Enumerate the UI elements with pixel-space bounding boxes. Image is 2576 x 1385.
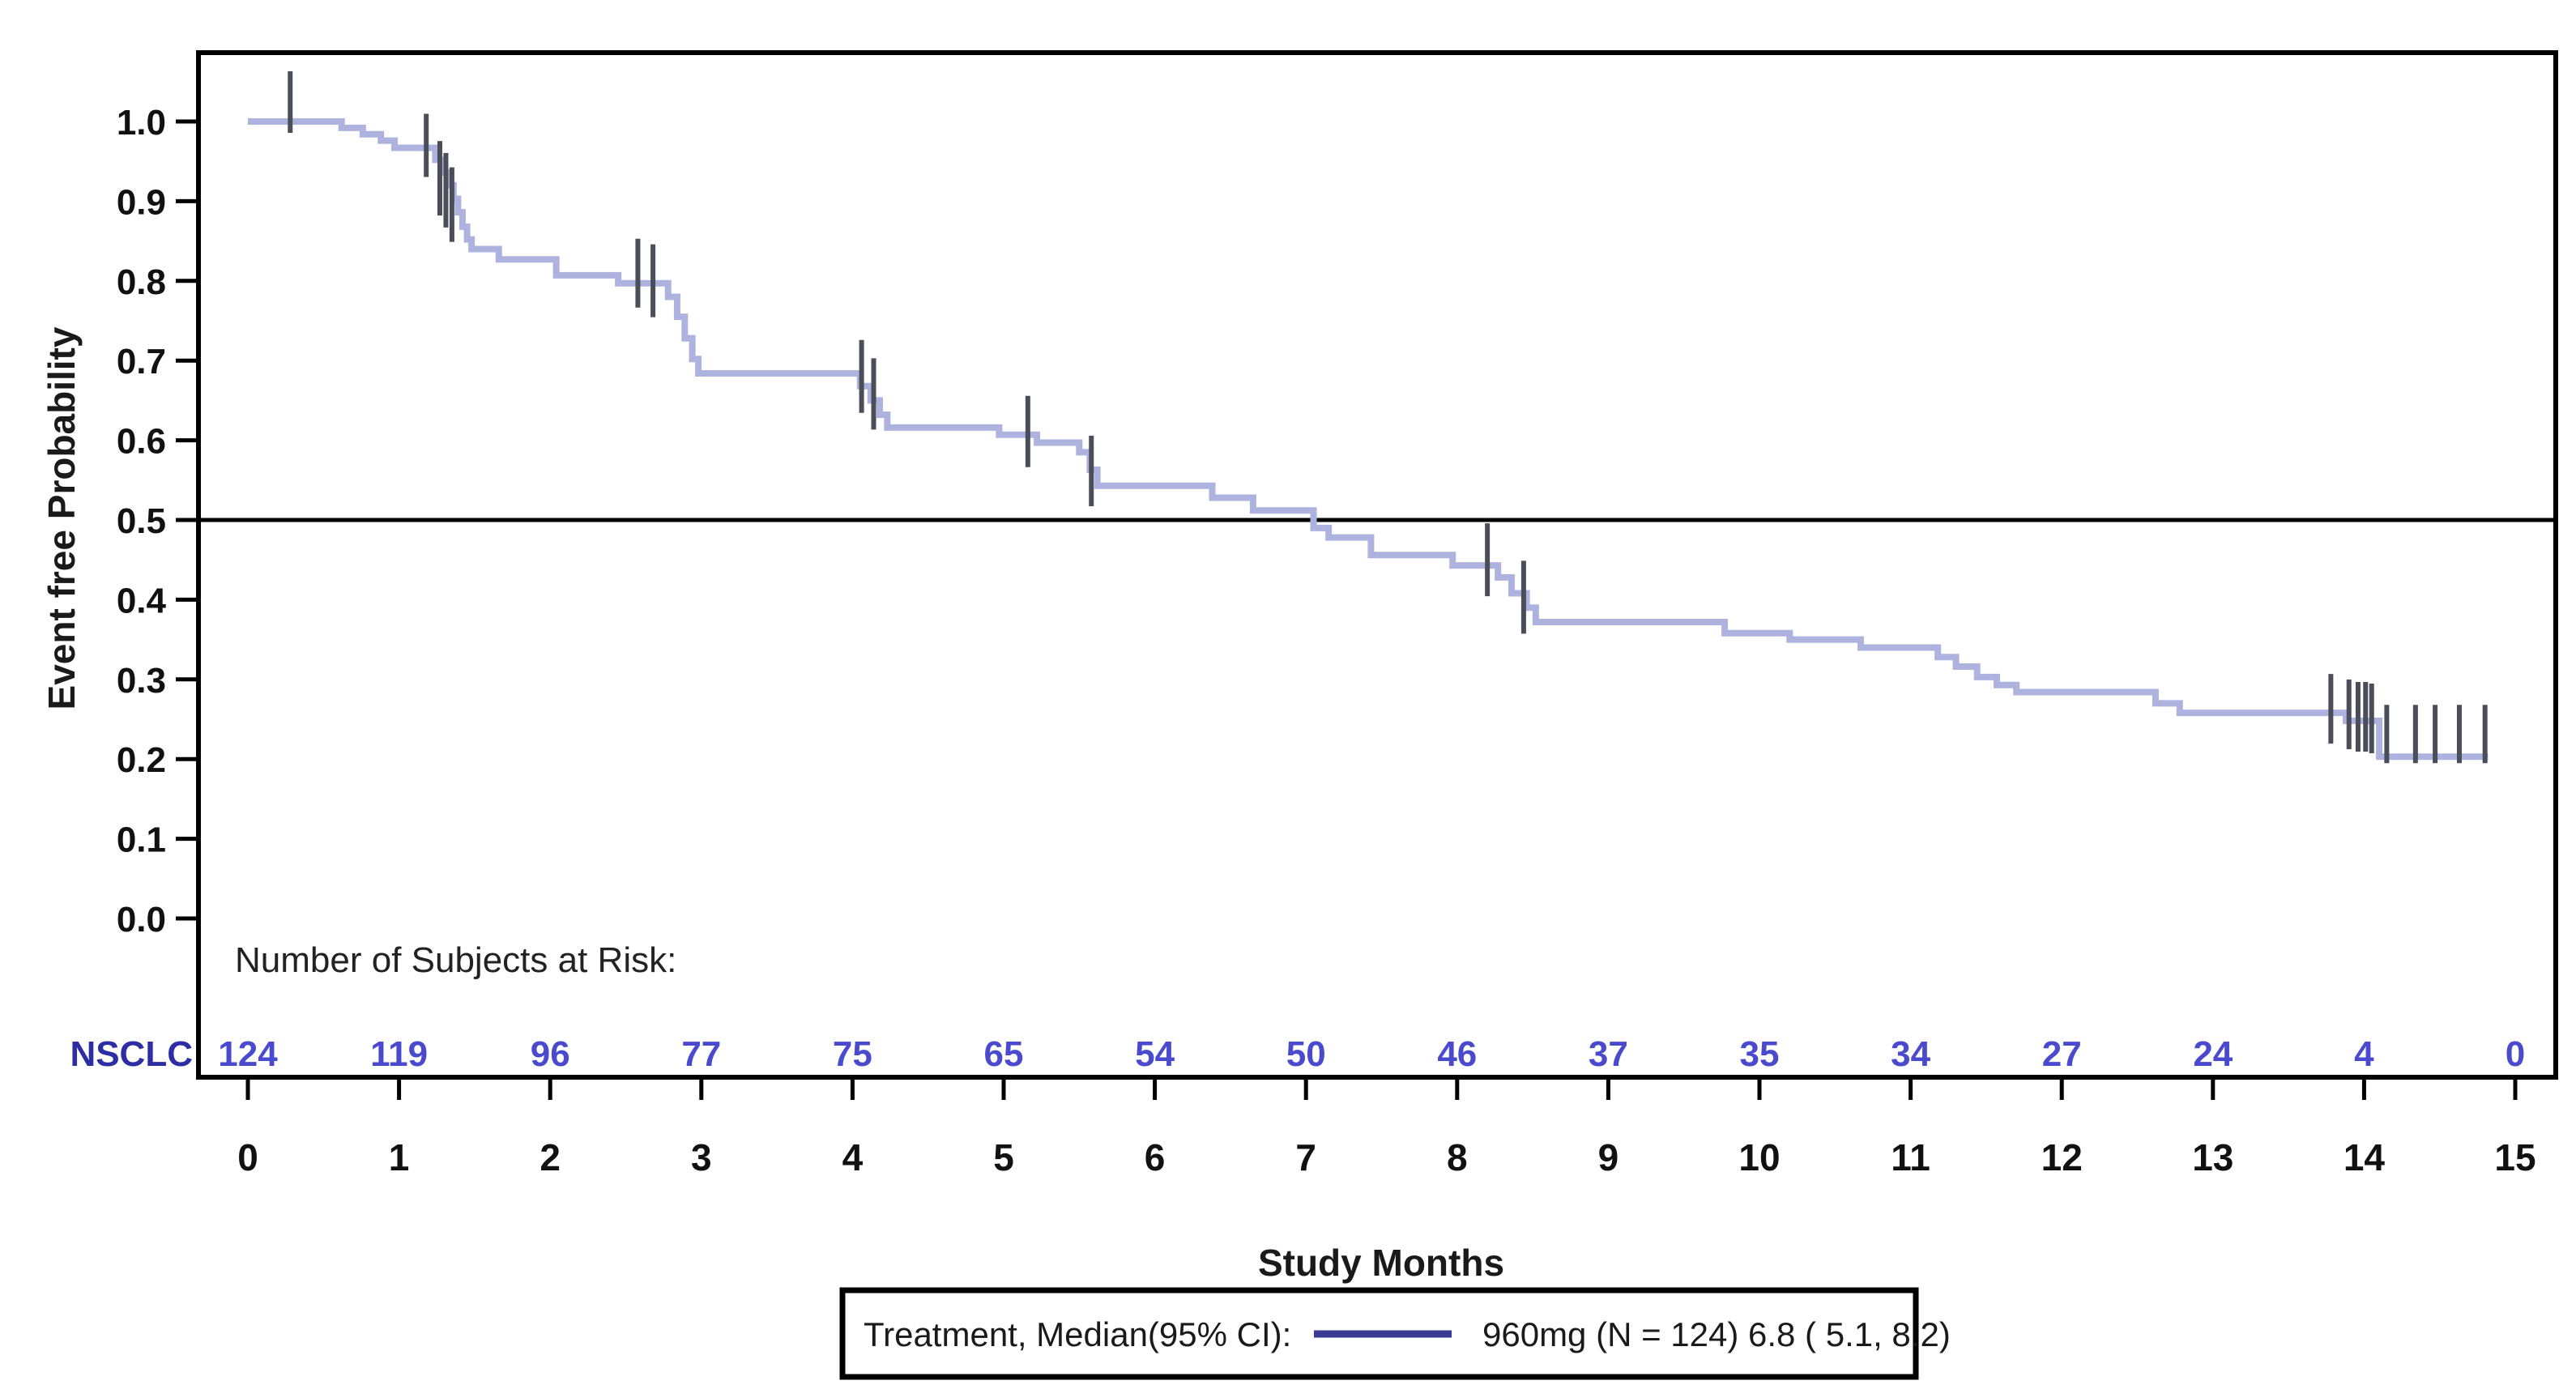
at-risk-count: 35	[1740, 1034, 1780, 1074]
x-tick-label: 15	[2494, 1136, 2535, 1178]
x-tick-label: 0	[237, 1136, 258, 1178]
at-risk-count: 96	[531, 1034, 570, 1074]
x-tick-label: 5	[993, 1136, 1014, 1178]
at-risk-count: 75	[833, 1034, 872, 1074]
at-risk-count: 24	[2193, 1034, 2233, 1074]
x-tick-label: 9	[1598, 1136, 1619, 1178]
y-tick-label: 0.4	[117, 581, 167, 620]
at-risk-count: 65	[984, 1034, 1024, 1074]
x-tick-label: 11	[1891, 1136, 1930, 1178]
x-tick-label: 1	[389, 1136, 410, 1178]
axes-layer	[176, 50, 2558, 1100]
legend-prefix-label: Treatment, Median(95% CI):	[864, 1315, 1291, 1353]
y-tick-label: 0.7	[117, 342, 166, 381]
x-axis-title: Study Months	[1258, 1242, 1504, 1284]
km-curve-layer	[248, 71, 2489, 764]
y-tick-label: 0.6	[117, 422, 166, 462]
y-tick-label: 0.5	[117, 501, 166, 541]
at-risk-group-label: NSCLC	[70, 1034, 193, 1074]
at-risk-count: 54	[1135, 1034, 1175, 1074]
at-risk-layer: 124 119 96 77 75 65 54 50 46 37 35 34 27 24 4 0	[218, 1034, 2525, 1074]
x-tick-label: 7	[1295, 1136, 1316, 1178]
y-tick-label: 0.2	[117, 740, 166, 780]
y-axis-title: Event free Probability	[41, 326, 83, 710]
x-tick-label: 10	[1738, 1136, 1780, 1178]
x-tick-label: 4	[842, 1136, 864, 1178]
x-tick-label: 3	[691, 1136, 712, 1178]
x-tick-label: 12	[2041, 1136, 2083, 1178]
x-tick-label: 14	[2344, 1136, 2386, 1178]
at-risk-count: 50	[1286, 1034, 1326, 1074]
at-risk-count: 77	[681, 1034, 721, 1074]
y-tick-label: 0.8	[117, 262, 166, 302]
y-tick-label: 0.1	[117, 820, 166, 860]
x-tick-label: 13	[2192, 1136, 2233, 1178]
y-tick-label: 1.0	[117, 103, 166, 143]
km-step-curve	[248, 118, 2489, 761]
plot-border	[196, 50, 2558, 1080]
tick-labels-layer: 1.00.90.80.70.60.50.40.30.20.10.00 1 2 3 4 5 6…	[117, 103, 2536, 1178]
y-tick-label: 0.9	[117, 182, 166, 222]
at-risk-header: Number of Subjects at Risk:	[235, 940, 676, 980]
x-tick-label: 8	[1447, 1136, 1468, 1178]
at-risk-count: 124	[218, 1034, 278, 1074]
x-tick-label: 6	[1145, 1136, 1166, 1178]
at-risk-count: 4	[2354, 1034, 2374, 1074]
at-risk-count: 0	[2506, 1034, 2525, 1074]
at-risk-count: 119	[370, 1034, 428, 1074]
x-tick-label: 2	[540, 1136, 561, 1178]
legend: Treatment, Median(95% CI): 960mg (N = 12…	[839, 1287, 1951, 1380]
legend-entry-label: 960mg (N = 124) 6.8 ( 5.1, 8.2)	[1482, 1315, 1951, 1353]
y-tick-label: 0.0	[117, 900, 166, 940]
at-risk-count: 34	[1891, 1034, 1930, 1074]
at-risk-count: 37	[1589, 1034, 1628, 1074]
y-tick-label: 0.3	[117, 661, 166, 701]
at-risk-count: 46	[1437, 1034, 1477, 1074]
at-risk-count: 27	[2042, 1034, 2082, 1074]
